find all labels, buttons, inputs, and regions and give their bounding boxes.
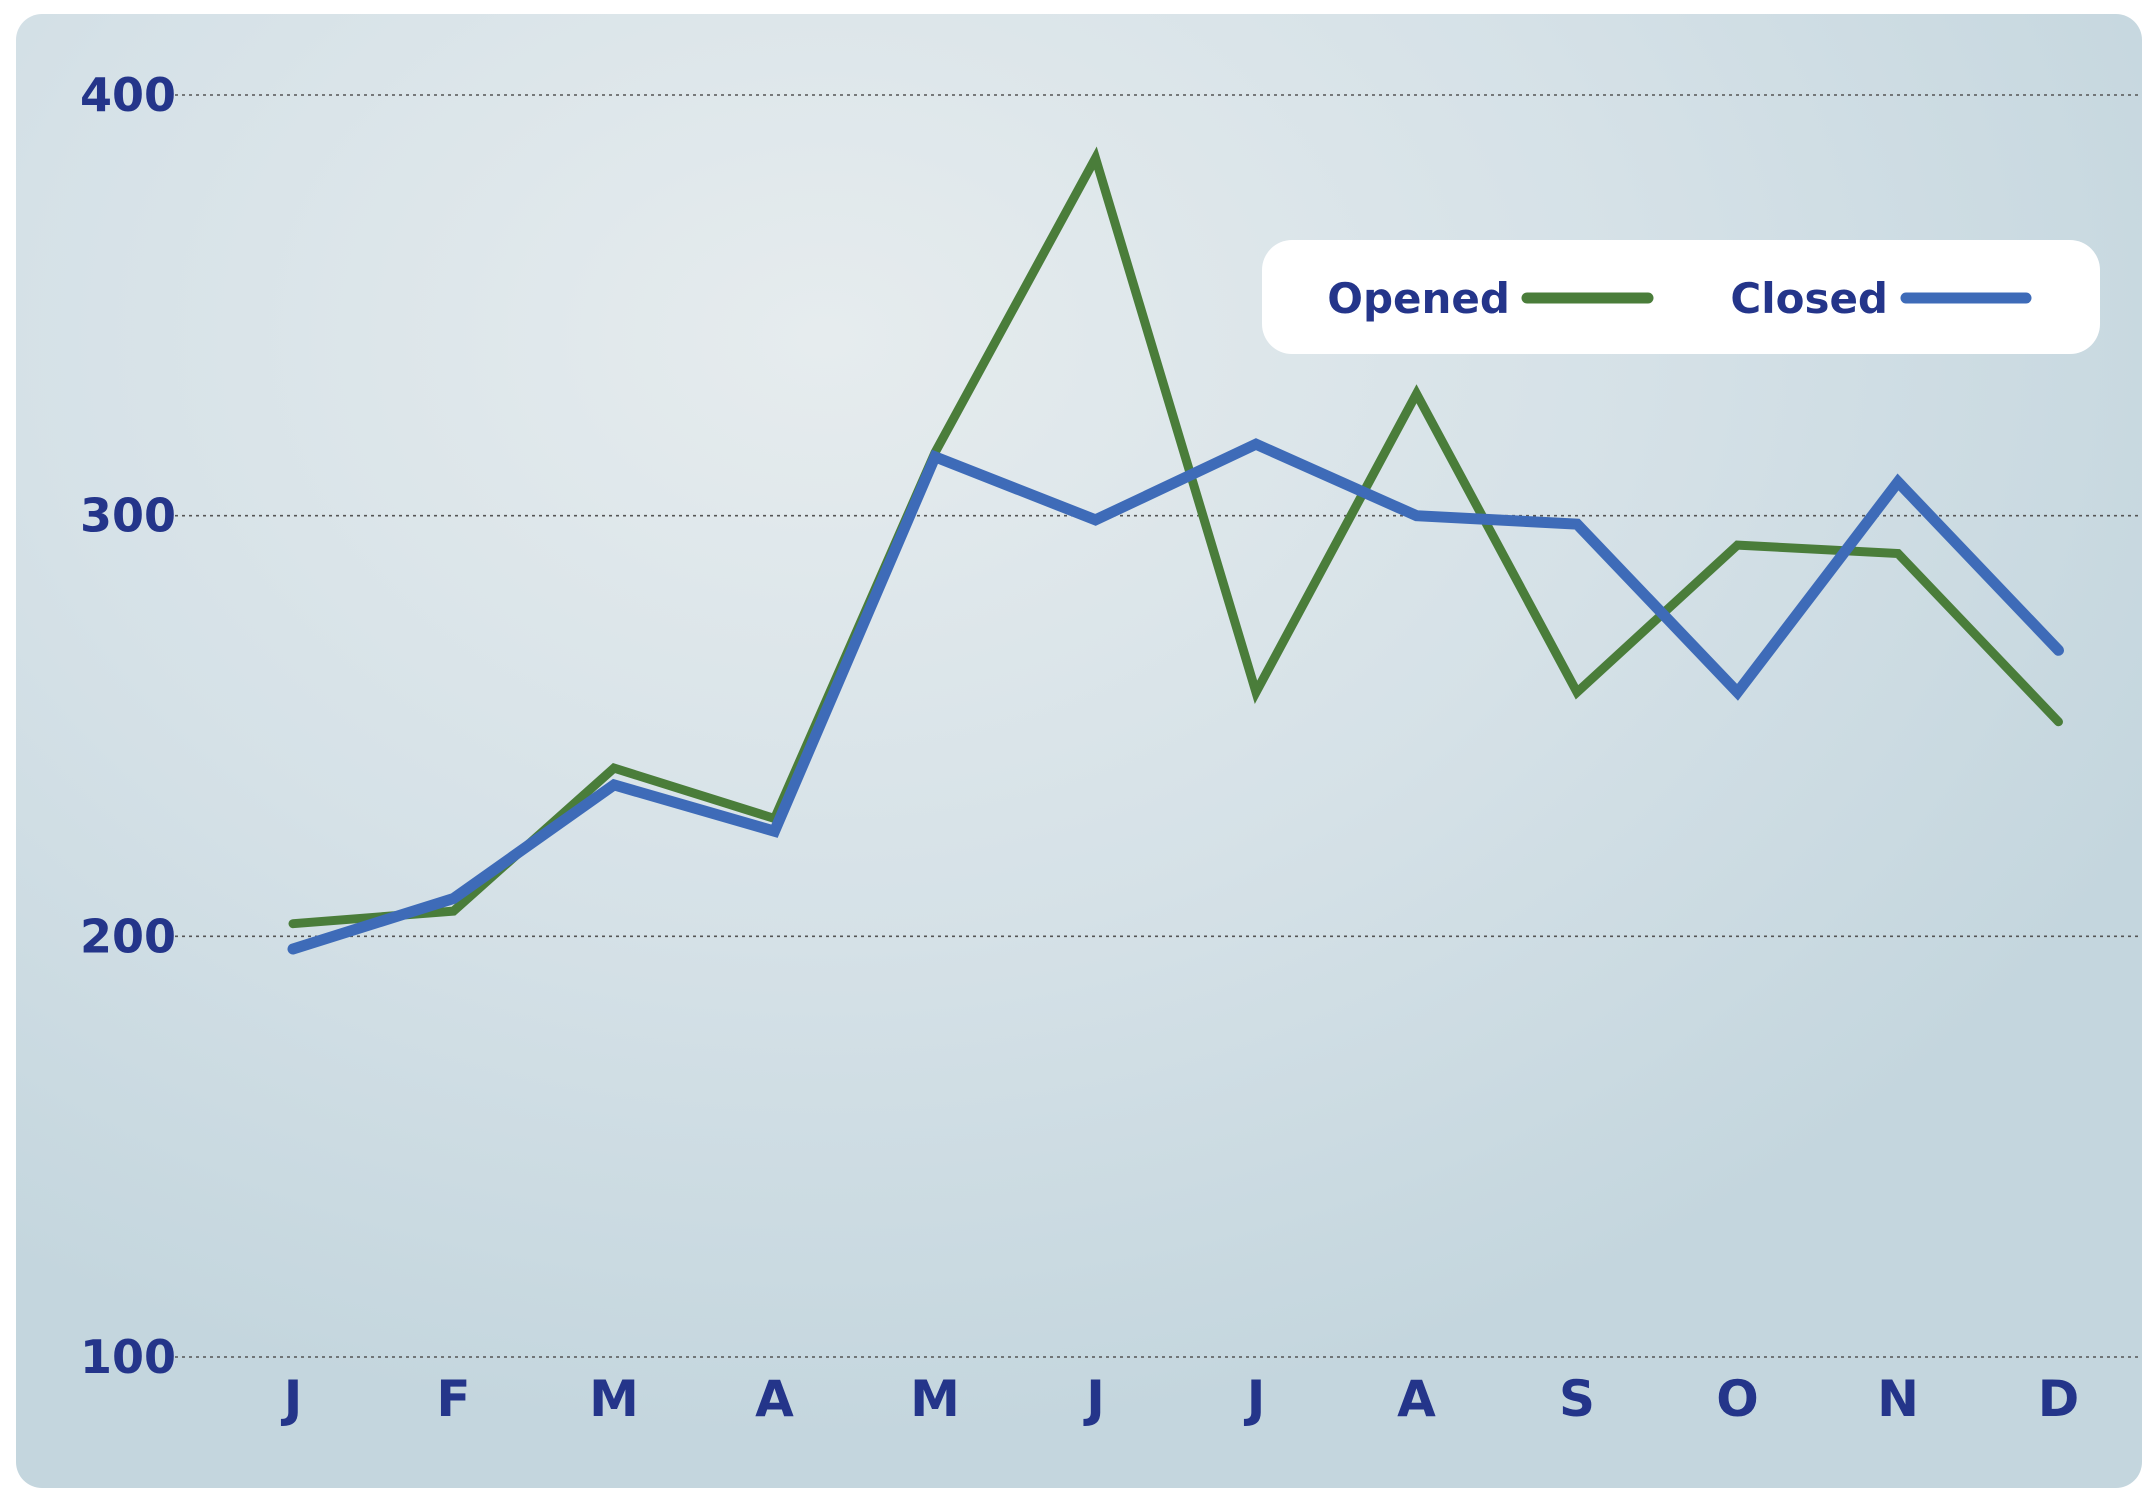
y-tick-label: 400 <box>80 68 176 122</box>
legend-label-closed: Closed <box>1730 274 1888 323</box>
x-tick-label: A <box>1397 1370 1436 1428</box>
x-tick-label: O <box>1716 1370 1759 1428</box>
series-line-opened <box>288 146 2063 929</box>
x-tick-label: M <box>589 1370 639 1428</box>
legend-box <box>1262 240 2100 354</box>
x-tick-label: M <box>910 1370 960 1428</box>
y-tick-label: 100 <box>80 1330 176 1384</box>
x-tick-label: A <box>755 1370 794 1428</box>
x-tick-label: J <box>1244 1370 1266 1428</box>
x-tick-label: N <box>1877 1370 1919 1428</box>
series-lines <box>287 146 2064 955</box>
x-tick-label: D <box>2038 1370 2080 1428</box>
gridlines <box>175 94 2140 1358</box>
x-tick-label: F <box>436 1370 470 1428</box>
y-tick-label: 300 <box>80 489 176 543</box>
x-tick-label: J <box>281 1370 303 1428</box>
y-tick-label: 200 <box>80 909 176 963</box>
series-line-closed <box>287 438 2064 955</box>
x-tick-label: J <box>1083 1370 1105 1428</box>
x-tick-label: S <box>1559 1370 1595 1428</box>
legend: Opened Closed <box>1262 240 2100 354</box>
legend-label-opened: Opened <box>1327 274 1510 323</box>
y-axis-ticks: 100 200 300 400 <box>80 68 176 1384</box>
